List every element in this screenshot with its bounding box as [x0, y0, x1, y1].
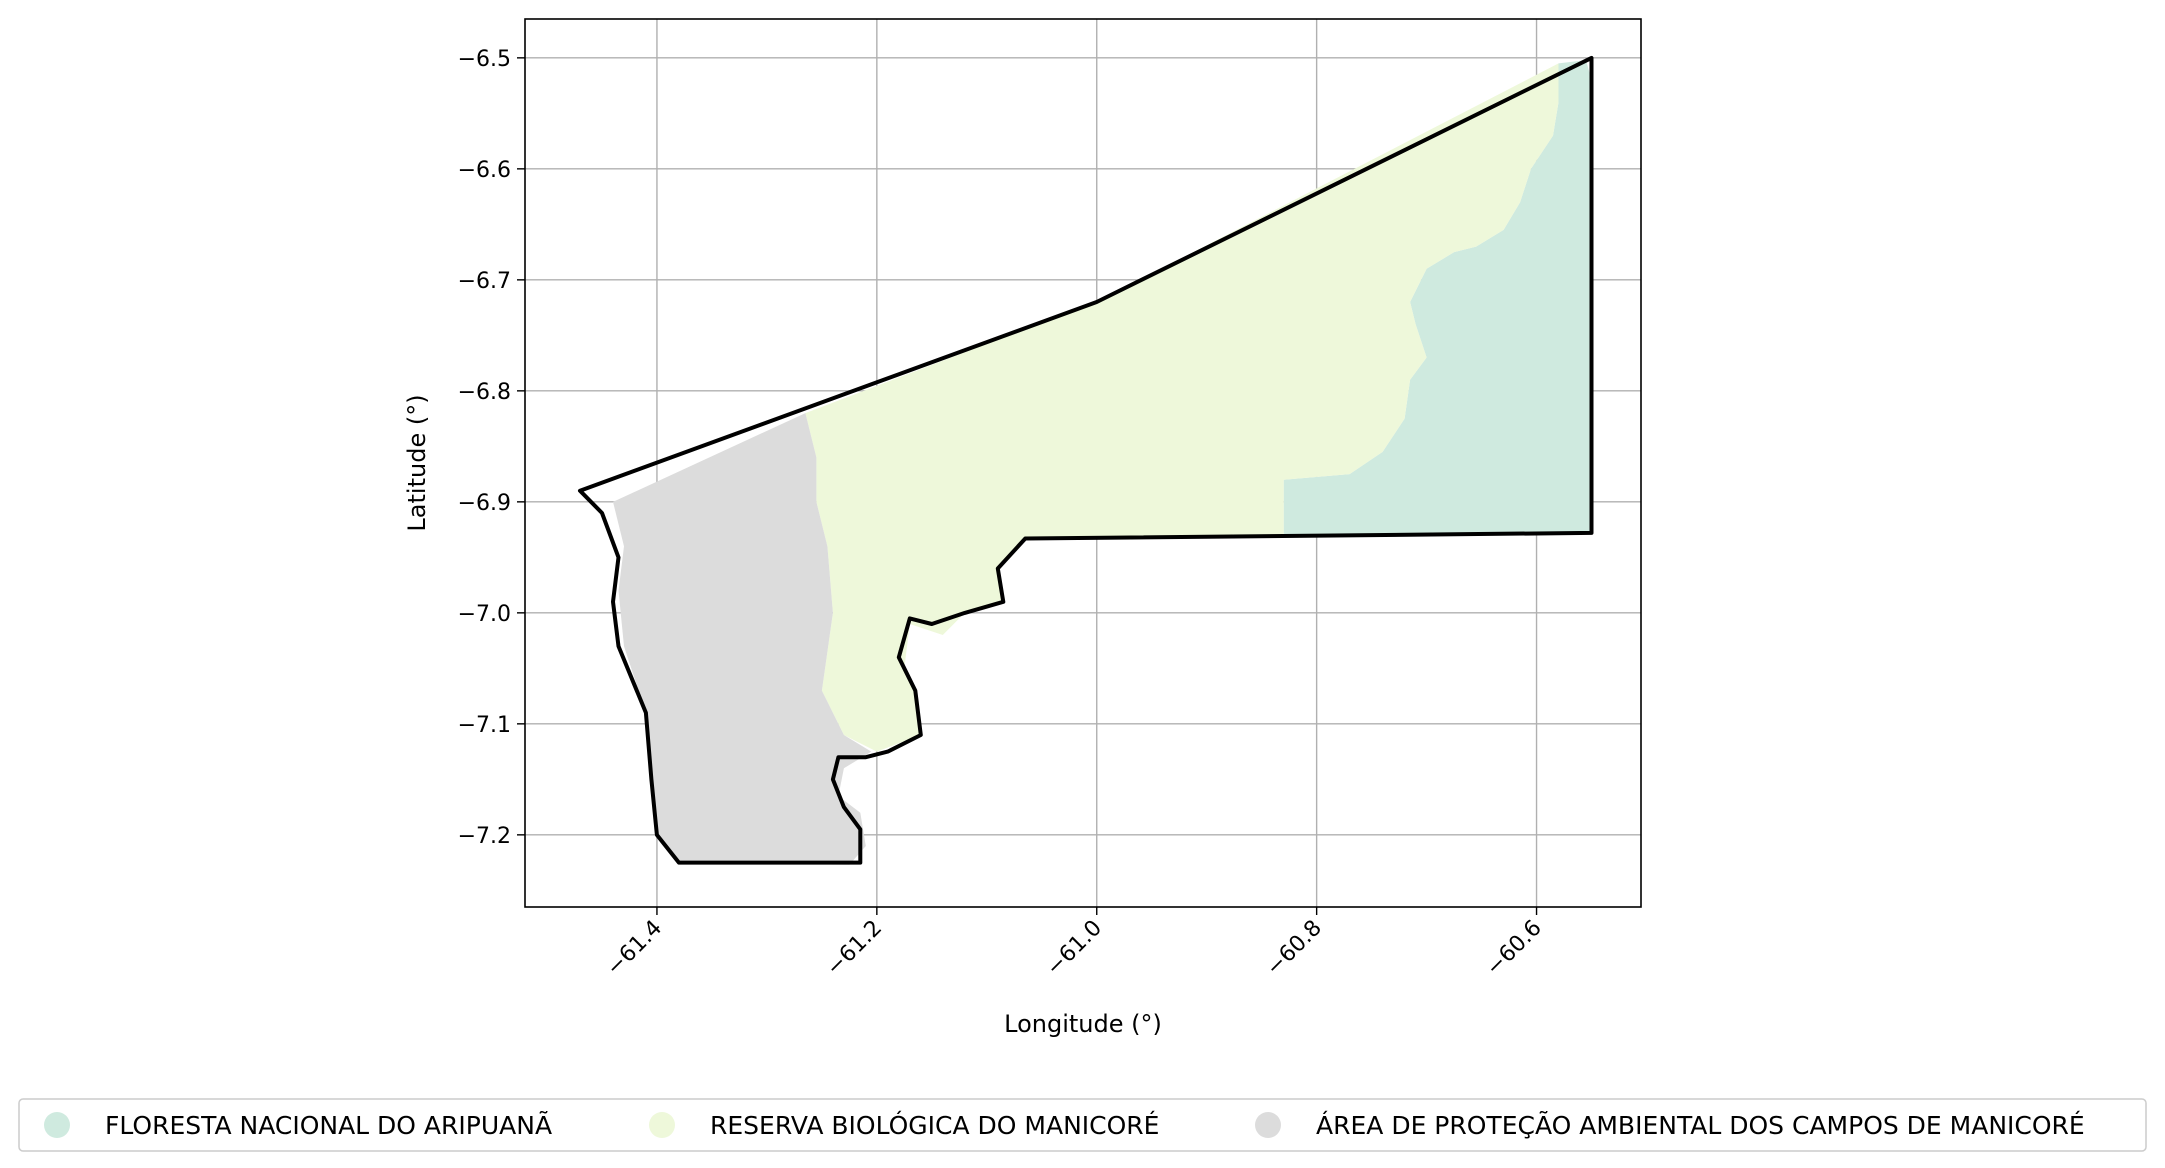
map-region-2: [805, 63, 1559, 752]
x-axis-ticks: −61.4 −61.2 −61.0 −60.8 −60.6: [602, 907, 1547, 981]
x-axis-label: Longitude (°): [1004, 1010, 1162, 1038]
y-tick-label: −7.1: [458, 713, 511, 738]
map-regions: [613, 60, 1592, 865]
legend: FLORESTA NACIONAL DO ARIPUANÃ RESERVA BIO…: [18, 1098, 2147, 1152]
legend-marker: [649, 1112, 675, 1138]
x-tick-label: −60.8: [1262, 916, 1327, 981]
x-tick-label: −61.2: [822, 916, 887, 981]
legend-marker: [1255, 1112, 1281, 1138]
y-tick-label: −7.0: [458, 602, 511, 627]
plot-frame: [524, 18, 1642, 908]
legend-label: FLORESTA NACIONAL DO ARIPUANÃ: [105, 1110, 552, 1140]
y-tick-label: −6.5: [458, 47, 511, 72]
y-tick-label: −6.9: [458, 491, 511, 516]
x-tick-label: −61.0: [1042, 916, 1107, 981]
map-region-1: [1283, 60, 1592, 536]
legend-label: ÁREA DE PROTEÇÃO AMBIENTAL DOS CAMPOS DE…: [1316, 1110, 2085, 1140]
x-tick-label: −61.4: [602, 916, 667, 981]
legend-box: [18, 1098, 2147, 1152]
legend-marker: [44, 1112, 70, 1138]
y-tick-label: −6.8: [458, 380, 511, 405]
map-boundary: [578, 55, 1594, 865]
y-tick-label: −7.2: [458, 824, 511, 849]
legend-label: RESERVA BIOLÓGICA DO MANICORÉ: [710, 1110, 1159, 1140]
y-tick-label: −6.6: [458, 158, 511, 183]
y-tick-label: −6.7: [458, 269, 511, 294]
boundary-outline: [578, 55, 1594, 865]
x-tick-label: −60.6: [1481, 916, 1546, 981]
y-axis-ticks: −6.5 −6.6 −6.7 −6.8 −6.9 −7.0 −7.1 −7.2: [458, 47, 525, 849]
map-region-3: [613, 413, 872, 865]
y-axis-label: Latitude (°): [403, 394, 431, 531]
